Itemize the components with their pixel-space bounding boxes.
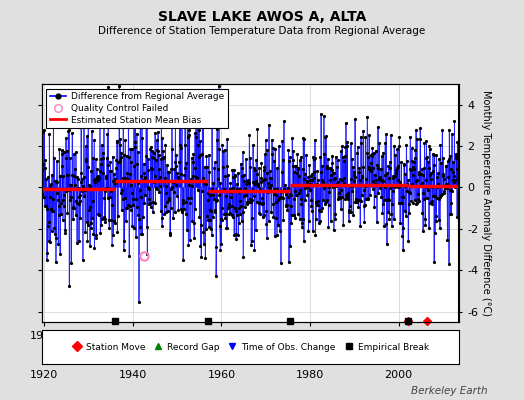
Y-axis label: Monthly Temperature Anomaly Difference (°C): Monthly Temperature Anomaly Difference (…: [482, 90, 492, 316]
Text: 1940: 1940: [118, 370, 147, 380]
Text: 2000: 2000: [385, 370, 413, 380]
Text: 1960: 1960: [208, 370, 235, 380]
Text: 1980: 1980: [296, 370, 324, 380]
Text: SLAVE LAKE AWOS A, ALTA: SLAVE LAKE AWOS A, ALTA: [158, 10, 366, 24]
Legend: Station Move, Record Gap, Time of Obs. Change, Empirical Break: Station Move, Record Gap, Time of Obs. C…: [68, 339, 432, 355]
Text: Berkeley Earth: Berkeley Earth: [411, 386, 487, 396]
Text: Difference of Station Temperature Data from Regional Average: Difference of Station Temperature Data f…: [99, 26, 425, 36]
Legend: Difference from Regional Average, Quality Control Failed, Estimated Station Mean: Difference from Regional Average, Qualit…: [47, 88, 227, 128]
Text: 1920: 1920: [30, 370, 58, 380]
